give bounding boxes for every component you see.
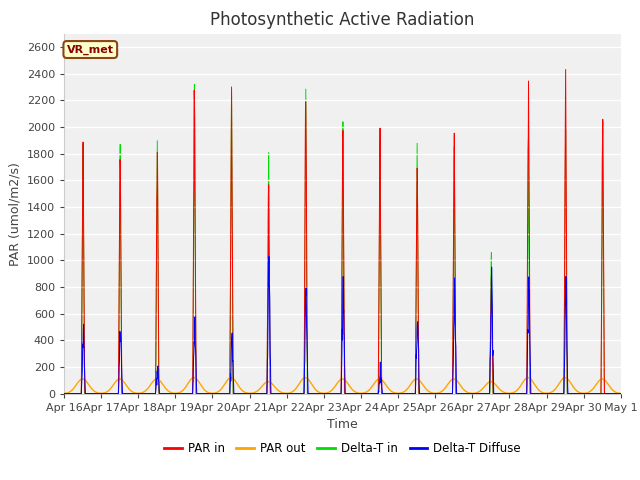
X-axis label: Time: Time	[327, 418, 358, 431]
Legend: PAR in, PAR out, Delta-T in, Delta-T Diffuse: PAR in, PAR out, Delta-T in, Delta-T Dif…	[159, 437, 525, 460]
Y-axis label: PAR (umol/m2/s): PAR (umol/m2/s)	[8, 162, 21, 265]
Title: Photosynthetic Active Radiation: Photosynthetic Active Radiation	[210, 11, 475, 29]
Text: VR_met: VR_met	[67, 44, 114, 55]
